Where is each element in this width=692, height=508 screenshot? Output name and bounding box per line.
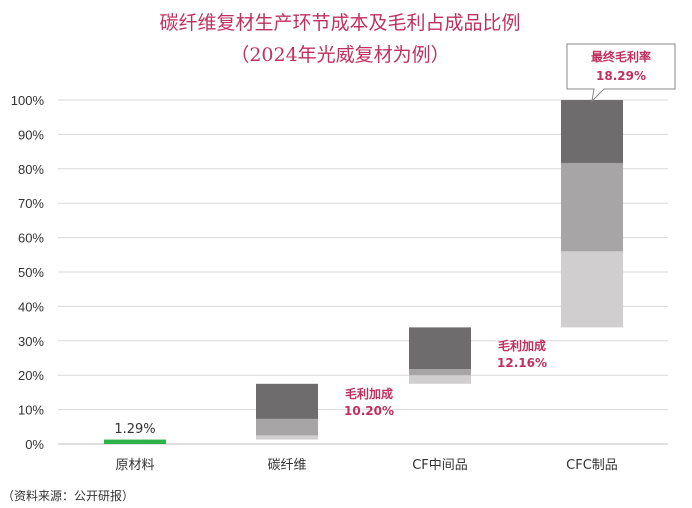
margin-note-1-title: 毛利加成 <box>345 386 393 401</box>
y-axis-ticks: 0% 10% 20% 30% 40% 50% 60% 70% 80% 90% 100% <box>11 93 45 452</box>
raw-material-value-label: 1.29% <box>114 422 155 437</box>
y-tick-label: 40% <box>18 299 44 314</box>
bar-segment-3-0 <box>561 251 623 328</box>
bar-segment-3-2 <box>561 100 623 163</box>
margin-note-2-title: 毛利加成 <box>498 338 546 353</box>
final-margin-title: 最终毛利率 <box>591 49 651 64</box>
chart-subtitle: （2024年光威复材为例） <box>230 44 449 66</box>
y-tick-label: 90% <box>18 127 44 142</box>
y-tick-label: 100% <box>11 93 45 108</box>
margin-note-2-value: 12.16% <box>497 356 547 370</box>
margin-note-1-value: 10.20% <box>344 404 394 418</box>
y-tick-label: 30% <box>18 334 44 349</box>
x-category-label: 碳纤维 <box>267 458 306 473</box>
x-category-label: CF中间品 <box>412 458 468 473</box>
bars <box>104 100 623 444</box>
chart-title: 碳纤维复材生产环节成本及毛利占成品比例 <box>159 12 520 34</box>
x-category-label: 原材料 <box>115 458 154 473</box>
y-tick-label: 80% <box>18 162 44 177</box>
y-tick-label: 70% <box>18 196 44 211</box>
y-tick-label: 60% <box>18 231 44 246</box>
y-tick-label: 0% <box>25 437 44 452</box>
y-tick-label: 20% <box>18 368 44 383</box>
bar-segment-3-1 <box>561 162 623 252</box>
final-margin-value: 18.29% <box>596 69 646 83</box>
x-axis-categories: 原材料 碳纤维 CF中间品 CFC制品 <box>115 458 617 473</box>
bar-segment-1-1 <box>256 418 318 436</box>
final-margin-callout <box>566 43 676 103</box>
bar-segment-0-0 <box>104 439 166 444</box>
y-tick-label: 50% <box>18 265 44 280</box>
x-category-label: CFC制品 <box>566 458 618 473</box>
y-tick-label: 10% <box>18 403 44 418</box>
source-note: （资料来源：公开研报） <box>2 488 134 503</box>
bar-segment-2-0 <box>409 375 471 384</box>
bar-segment-2-1 <box>409 369 471 376</box>
bar-segment-1-0 <box>256 435 318 440</box>
bar-segment-1-2 <box>256 383 318 419</box>
bar-segment-2-2 <box>409 327 471 370</box>
